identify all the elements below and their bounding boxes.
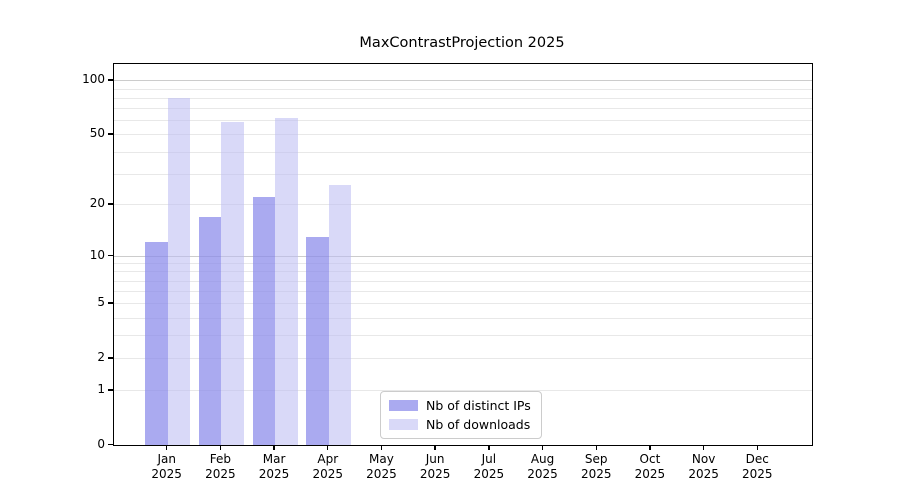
chart-title: MaxContrastProjection 2025 bbox=[359, 35, 565, 51]
gridline-9 bbox=[114, 263, 812, 265]
bar-apr-downloads bbox=[328, 184, 352, 445]
x-tick-label-dec: Dec 2025 bbox=[742, 452, 773, 481]
bar-mar-distinct-ips bbox=[252, 197, 276, 445]
legend-item-downloads: Nb of downloads bbox=[389, 417, 531, 432]
y-tick-mark-0 bbox=[108, 444, 113, 446]
x-tick-mark-oct bbox=[649, 445, 651, 450]
gridline-3 bbox=[114, 335, 812, 337]
x-tick-mark-mar bbox=[273, 445, 275, 450]
x-tick-mark-jul bbox=[488, 445, 490, 450]
gridline-8 bbox=[114, 271, 812, 273]
x-tick-label-jan: Jan 2025 bbox=[151, 452, 182, 481]
bar-apr-distinct-ips bbox=[306, 236, 329, 445]
x-tick-mark-dec bbox=[756, 445, 758, 450]
gridline-60 bbox=[114, 120, 812, 122]
gridline-20 bbox=[114, 204, 812, 206]
bar-jan-downloads bbox=[167, 97, 191, 445]
y-tick-mark-20 bbox=[108, 203, 113, 205]
plot-area: Nb of distinct IPs Nb of downloads bbox=[113, 63, 813, 446]
gridline-80 bbox=[114, 97, 812, 99]
gridline-2 bbox=[114, 358, 812, 360]
y-tick-label-20: 20 bbox=[89, 196, 105, 211]
gridline-40 bbox=[114, 151, 812, 153]
x-tick-mark-aug bbox=[541, 445, 544, 450]
y-tick-mark-5 bbox=[108, 302, 113, 304]
legend: Nb of distinct IPs Nb of downloads bbox=[380, 391, 542, 439]
y-tick-mark-1 bbox=[108, 389, 113, 391]
y-tick-mark-50 bbox=[108, 133, 113, 135]
x-tick-label-oct: Oct 2025 bbox=[634, 452, 666, 481]
gridline-100 bbox=[114, 80, 812, 82]
gridline-30 bbox=[114, 173, 812, 175]
x-tick-label-may: May 2025 bbox=[366, 452, 397, 481]
gridline-50 bbox=[114, 134, 812, 136]
x-tick-mark-may bbox=[380, 445, 383, 450]
legend-swatch-downloads-icon bbox=[389, 419, 418, 430]
y-tick-label-5: 5 bbox=[97, 295, 105, 310]
gridline-90 bbox=[114, 88, 812, 90]
bar-feb-distinct-ips bbox=[198, 216, 222, 445]
x-tick-label-jun: Jun 2025 bbox=[419, 452, 451, 481]
y-tick-label-10: 10 bbox=[89, 247, 105, 262]
bar-jan-distinct-ips bbox=[145, 242, 168, 445]
y-tick-label-1: 1 bbox=[97, 382, 105, 397]
y-tick-mark-2 bbox=[108, 357, 113, 359]
x-tick-label-apr: Apr 2025 bbox=[312, 452, 344, 481]
y-tick-label-0: 0 bbox=[97, 437, 105, 451]
gridline-70 bbox=[114, 108, 812, 110]
gridline-4 bbox=[114, 317, 812, 319]
x-tick-label-jul: Jul 2025 bbox=[473, 452, 505, 481]
y-tick-mark-10 bbox=[108, 254, 113, 256]
x-tick-mark-nov bbox=[702, 445, 705, 450]
gridline-6 bbox=[114, 291, 812, 293]
x-tick-label-sep: Sep 2025 bbox=[580, 452, 612, 481]
legend-item-distinct-ips: Nb of distinct IPs bbox=[389, 398, 531, 413]
x-tick-mark-jun bbox=[434, 445, 436, 450]
legend-label-downloads: Nb of downloads bbox=[426, 417, 531, 432]
bar-feb-downloads bbox=[221, 121, 244, 445]
y-tick-label-2: 2 bbox=[97, 350, 105, 365]
y-tick-mark-100 bbox=[108, 79, 113, 81]
x-tick-label-mar: Mar 2025 bbox=[258, 452, 290, 481]
legend-label-distinct-ips: Nb of distinct IPs bbox=[426, 398, 531, 413]
x-tick-mark-apr bbox=[327, 445, 329, 450]
bar-mar-downloads bbox=[275, 117, 298, 445]
y-tick-label-50: 50 bbox=[89, 126, 105, 141]
x-tick-label-aug: Aug 2025 bbox=[527, 452, 558, 481]
gridline-1 bbox=[114, 390, 812, 392]
y-tick-label-100: 100 bbox=[82, 72, 105, 87]
gridline-5 bbox=[114, 303, 812, 305]
x-tick-label-nov: Nov 2025 bbox=[688, 452, 719, 481]
x-tick-label-feb: Feb 2025 bbox=[205, 452, 236, 481]
gridline-7 bbox=[114, 280, 812, 282]
x-tick-mark-sep bbox=[595, 445, 597, 450]
x-tick-mark-feb bbox=[219, 445, 222, 450]
x-tick-mark-jan bbox=[165, 445, 168, 450]
gridline-10 bbox=[114, 255, 812, 257]
legend-swatch-distinct-ips-icon bbox=[389, 400, 418, 411]
